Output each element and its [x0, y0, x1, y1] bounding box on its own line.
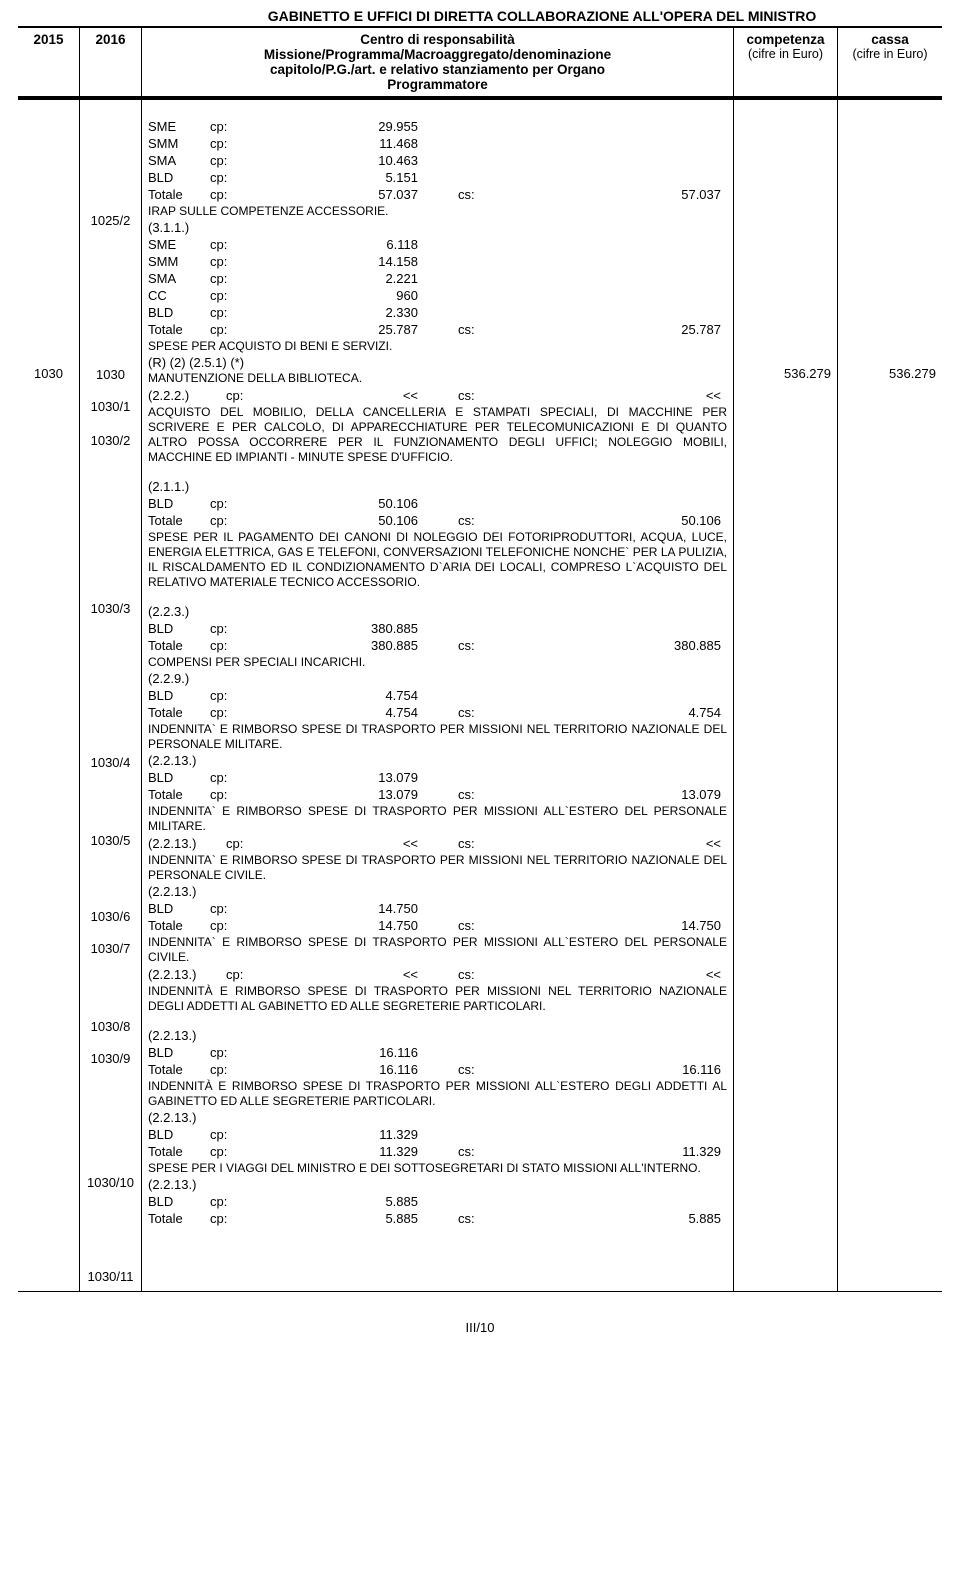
ref: (2.2.13.) — [148, 884, 727, 899]
hdr-missione: Missione/Programma/Macroaggregato/denomi… — [148, 47, 727, 62]
data-row: Totale cp: 25.787 cs: 25.787 — [148, 321, 727, 338]
hdr-capitolo: capitolo/P.G./art. e relativo stanziamen… — [148, 62, 727, 77]
col2-code: 1030/5 — [82, 832, 139, 849]
data-row: SMM cp: 14.158 — [148, 253, 727, 270]
desc: MANUTENZIONE DELLA BIBLIOTECA. — [148, 371, 727, 386]
data-row: BLD cp: 14.750 — [148, 900, 727, 917]
hdr-competenza: competenza — [740, 32, 831, 47]
table-header: 2015 2016 Centro di responsabilità Missi… — [18, 26, 942, 98]
hdr-programm: Programmatore — [148, 77, 727, 92]
col5-val: 536.279 — [840, 364, 936, 381]
data-row: Totale cp: 11.329 cs: 11.329 — [148, 1143, 727, 1160]
ref: (2.1.1.) — [148, 479, 727, 494]
desc: SPESE PER IL PAGAMENTO DEI CANONI DI NOL… — [148, 530, 727, 590]
col2-code: 1030/8 — [82, 1018, 139, 1035]
desc: INDENNITÀ E RIMBORSO SPESE DI TRASPORTO … — [148, 1079, 727, 1109]
data-row: SMA cp: 2.221 — [148, 270, 727, 287]
data-row: BLD cp: 11.329 — [148, 1126, 727, 1143]
desc: ACQUISTO DEL MOBILIO, DELLA CANCELLERIA … — [148, 405, 727, 465]
col2-code: 1030/1 — [82, 398, 139, 415]
ref: (2.2.13.) — [148, 1028, 727, 1043]
data-row: BLD cp: 2.330 — [148, 304, 727, 321]
desc: COMPENSI PER SPECIALI INCARICHI. — [148, 655, 727, 670]
data-row: SMA cp: 10.463 — [148, 152, 727, 169]
page-footer: III/10 — [18, 1320, 942, 1335]
ref: (3.1.1.) — [148, 220, 727, 235]
col2-code: 1025/2 — [82, 212, 139, 229]
hdr-cifre1: (cifre in Euro) — [740, 47, 831, 61]
col2-code: 1030/9 — [82, 1050, 139, 1067]
col2-code: 1030/2 — [82, 432, 139, 449]
col2-code: 1030/11 — [82, 1268, 139, 1285]
data-row: CC cp: 960 — [148, 287, 727, 304]
data-row: Totale cp: 5.885 cs: 5.885 — [148, 1210, 727, 1227]
data-row: SME cp: 6.118 — [148, 236, 727, 253]
data-row: Totale cp: 380.885 cs: 380.885 — [148, 637, 727, 654]
data-row: BLD cp: 16.116 — [148, 1044, 727, 1061]
col1-1030: 1030 — [20, 364, 77, 381]
data-row: SME cp: 29.955 — [148, 118, 727, 135]
data-row: Totale cp: 14.750 cs: 14.750 — [148, 917, 727, 934]
hdr-cassa: cassa — [844, 32, 936, 47]
data-row: BLD cp: 5.151 — [148, 169, 727, 186]
desc: INDENNITA` E RIMBORSO SPESE DI TRASPORTO… — [148, 804, 727, 834]
data-row: Totale cp: 16.116 cs: 16.116 — [148, 1061, 727, 1078]
col2-code: 1030 — [82, 366, 139, 383]
hdr-cifre2: (cifre in Euro) — [844, 47, 936, 61]
col2-code: 1030/7 — [82, 940, 139, 957]
data-row: Totale cp: 13.079 cs: 13.079 — [148, 786, 727, 803]
ref: (2.2.13.) — [148, 753, 727, 768]
desc: IRAP SULLE COMPETENZE ACCESSORIE. — [148, 204, 727, 219]
ref: (2.2.13.) — [148, 1177, 727, 1192]
header-spacer — [18, 98, 942, 112]
ref-row: (2.2.13.) cp: << cs: << — [148, 835, 727, 852]
data-row: Totale cp: 57.037 cs: 57.037 — [148, 186, 727, 203]
table-body: 1030 1025/2 1030 1030/1 1030/2 1030/3 1030/4 1… — [18, 112, 942, 1292]
col4-val: 536.279 — [736, 364, 831, 381]
hdr-2016: 2016 — [95, 32, 125, 47]
desc: SPESE PER I VIAGGI DEL MINISTRO E DEI SO… — [148, 1161, 727, 1176]
ref-row: (2.2.13.) cp: << cs: << — [148, 966, 727, 983]
data-row: BLD cp: 50.106 — [148, 495, 727, 512]
desc: INDENNITA` E RIMBORSO SPESE DI TRASPORTO… — [148, 853, 727, 883]
hdr-2015: 2015 — [33, 32, 63, 47]
ref: (R) (2) (2.5.1) (*) — [148, 355, 727, 370]
desc: INDENNITA` E RIMBORSO SPESE DI TRASPORTO… — [148, 935, 727, 965]
col2-code: 1030/4 — [82, 754, 139, 771]
ref: (2.2.13.) — [148, 1110, 727, 1125]
page-top-title: GABINETTO E UFFICI DI DIRETTA COLLABORAZ… — [18, 8, 942, 24]
col2-code: 1030/3 — [82, 600, 139, 617]
desc: INDENNITA` E RIMBORSO SPESE DI TRASPORTO… — [148, 722, 727, 752]
desc: SPESE PER ACQUISTO DI BENI E SERVIZI. — [148, 339, 727, 354]
hdr-centro: Centro di responsabilità — [148, 32, 727, 47]
data-row: BLD cp: 380.885 — [148, 620, 727, 637]
ref: (2.2.3.) — [148, 604, 727, 619]
desc: INDENNITÀ E RIMBORSO SPESE DI TRASPORTO … — [148, 984, 727, 1014]
ref-row: (2.2.2.) cp: << cs: << — [148, 387, 727, 404]
data-row: BLD cp: 4.754 — [148, 687, 727, 704]
ref: (2.2.9.) — [148, 671, 727, 686]
data-row: SMM cp: 11.468 — [148, 135, 727, 152]
data-row: BLD cp: 13.079 — [148, 769, 727, 786]
col2-code: 1030/6 — [82, 908, 139, 925]
col2-code: 1030/10 — [82, 1174, 139, 1191]
data-row: BLD cp: 5.885 — [148, 1193, 727, 1210]
data-row: Totale cp: 50.106 cs: 50.106 — [148, 512, 727, 529]
data-row: Totale cp: 4.754 cs: 4.754 — [148, 704, 727, 721]
